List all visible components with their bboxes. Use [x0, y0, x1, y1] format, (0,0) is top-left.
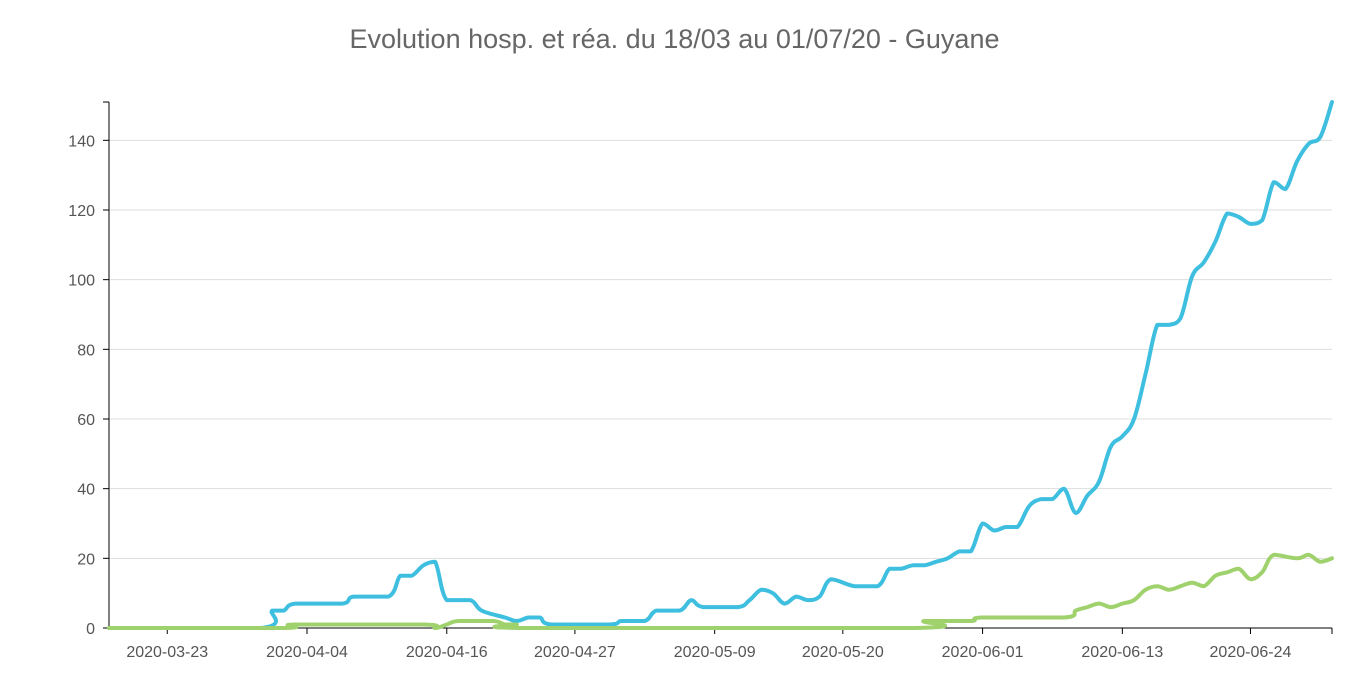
y-axis-ticks: 0 20 40 60 80 100 120 140: [68, 133, 109, 638]
x-tick-label: 2020-06-24: [1210, 644, 1292, 661]
series-line-0: [107, 100, 1334, 631]
gridlines: [109, 139, 1332, 559]
x-tick-label: 2020-06-13: [1081, 644, 1163, 661]
y-tick-label: 80: [77, 342, 95, 359]
x-tick-label: 2020-05-20: [802, 644, 884, 661]
y-tick-label: 40: [77, 482, 95, 499]
x-tick-label: 2020-04-04: [266, 644, 348, 661]
y-tick-label: 120: [68, 203, 95, 220]
x-tick-label: 2020-05-09: [674, 644, 756, 661]
y-tick-label: 100: [68, 273, 95, 290]
y-tick-label: 20: [77, 551, 95, 568]
y-tick-label: 140: [68, 133, 95, 150]
chart-title: Evolution hosp. et réa. du 18/03 au 01/0…: [349, 24, 1000, 54]
y-tick-label: 60: [77, 412, 95, 429]
y-tick-label: 0: [86, 621, 95, 638]
x-tick-label: 2020-06-01: [942, 644, 1024, 661]
series-line-1: [107, 552, 1334, 631]
series-lines: [107, 100, 1334, 631]
x-axis-ticks: 2020-03-23 2020-04-04 2020-04-16 2020-04-27…: [126, 628, 1291, 661]
x-tick-label: 2020-04-16: [406, 644, 488, 661]
x-tick-label: 2020-04-27: [534, 644, 616, 661]
x-tick-label: 2020-03-23: [126, 644, 208, 661]
